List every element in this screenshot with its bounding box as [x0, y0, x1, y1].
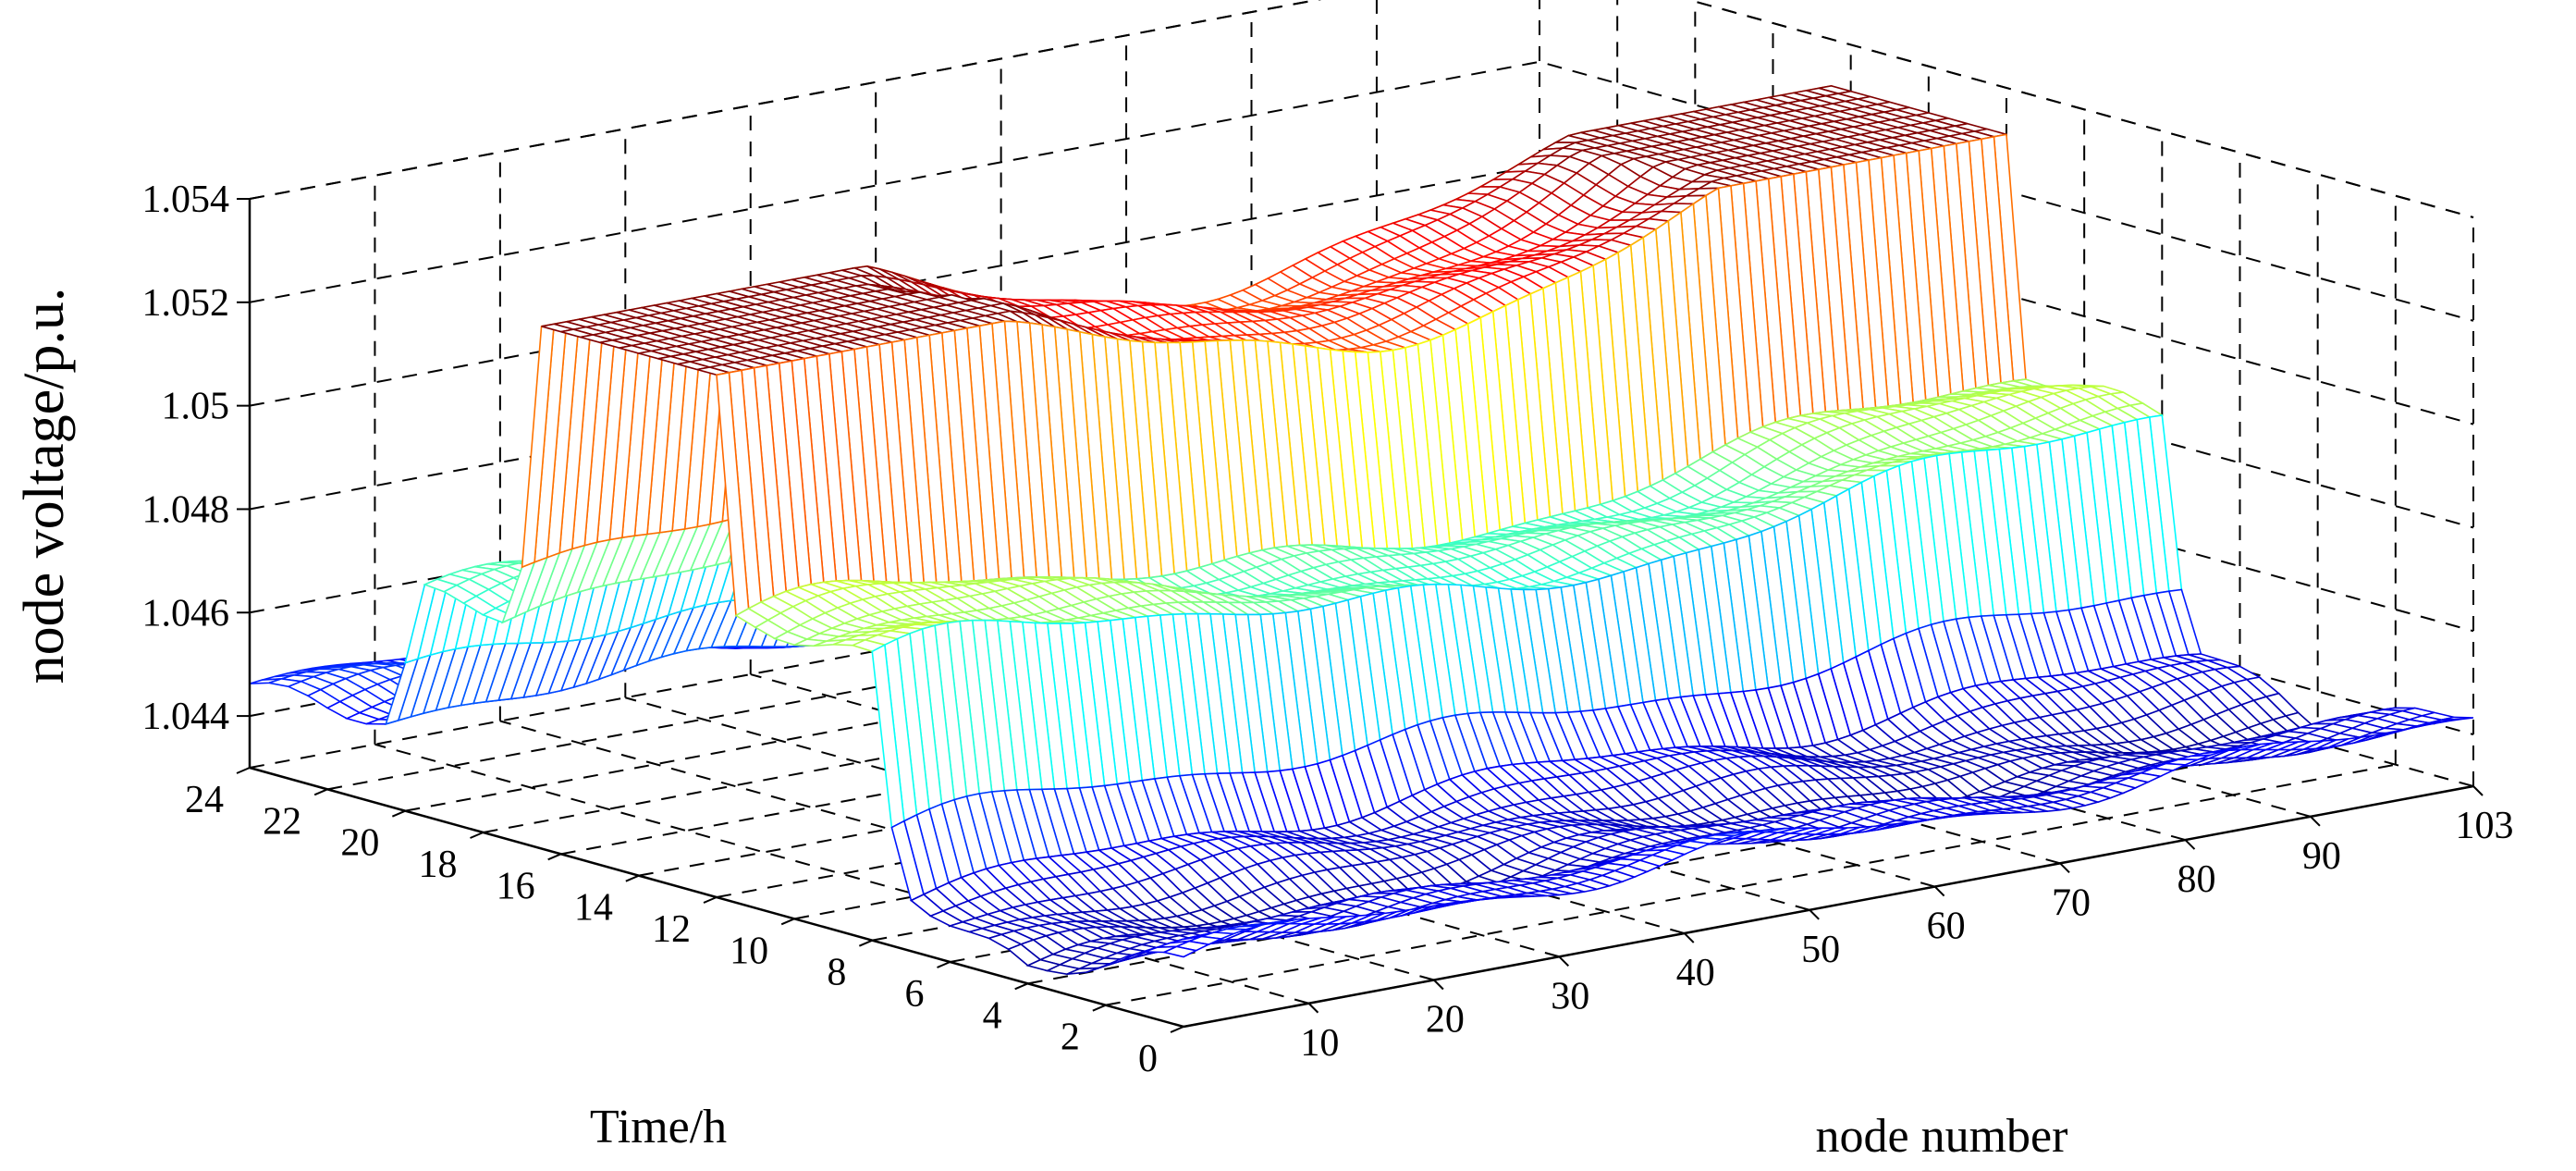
grid-line — [374, 743, 1309, 1005]
grid-line — [249, 0, 2474, 218]
voltage-surface-mesh — [249, 84, 2474, 976]
mesh-cell — [1161, 945, 1198, 958]
grid-line — [249, 0, 2474, 218]
grid-line — [1105, 763, 2397, 1006]
